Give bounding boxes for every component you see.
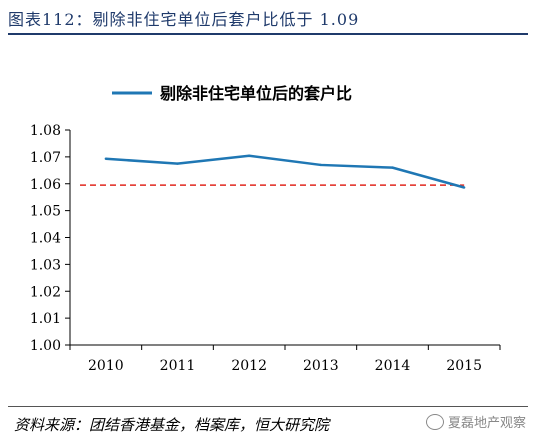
watermark: 夏磊地产观察 (425, 412, 526, 431)
legend-label: 剔除非住宅单位后的套户比 (159, 84, 352, 103)
y-tick-label: 1.08 (30, 123, 61, 139)
x-tick-label: 2011 (160, 358, 196, 374)
x-tick-label: 2012 (231, 358, 267, 374)
data-point (104, 157, 108, 160)
data-point (462, 186, 466, 189)
y-tick-label: 1.00 (30, 338, 61, 354)
source-note: 资料来源：团结香港基金，档案库，恒大研究院 (14, 416, 330, 434)
x-tick-label: 2010 (88, 358, 124, 374)
x-tick-label: 2013 (303, 358, 339, 374)
y-tick-label: 1.05 (30, 204, 61, 220)
x-tick-label: 2014 (375, 358, 411, 374)
y-tick-label: 1.03 (30, 257, 61, 273)
figure-title: 图表112：剔除非住宅单位后套户比低于 1.09 (8, 10, 360, 29)
data-point (319, 163, 323, 167)
series-line (105, 154, 465, 189)
title-rule (8, 33, 528, 35)
data-point (391, 166, 394, 169)
y-tick-label: 1.07 (30, 150, 61, 166)
y-tick-label: 1.06 (30, 177, 61, 193)
y-tick-label: 1.01 (30, 311, 61, 327)
x-tick-label: 2015 (446, 358, 482, 374)
y-tick-label: 1.04 (30, 231, 61, 247)
x-axis: 2010 2011 2012 2013 2014 2015 (69, 344, 501, 374)
y-axis: 1.08 1.07 1.06 1.05 1.04 1.03 1.02 1.01 1.00 (30, 123, 71, 354)
source-rule (8, 406, 528, 407)
legend: 剔除非住宅单位后的套户比 (112, 84, 352, 103)
plot-area (80, 154, 466, 189)
wechat-logo-icon (425, 413, 444, 430)
data-point (176, 162, 179, 165)
y-tick-label: 1.02 (30, 284, 61, 300)
data-point (247, 154, 251, 157)
watermark-text: 夏磊地产观察 (447, 416, 526, 431)
